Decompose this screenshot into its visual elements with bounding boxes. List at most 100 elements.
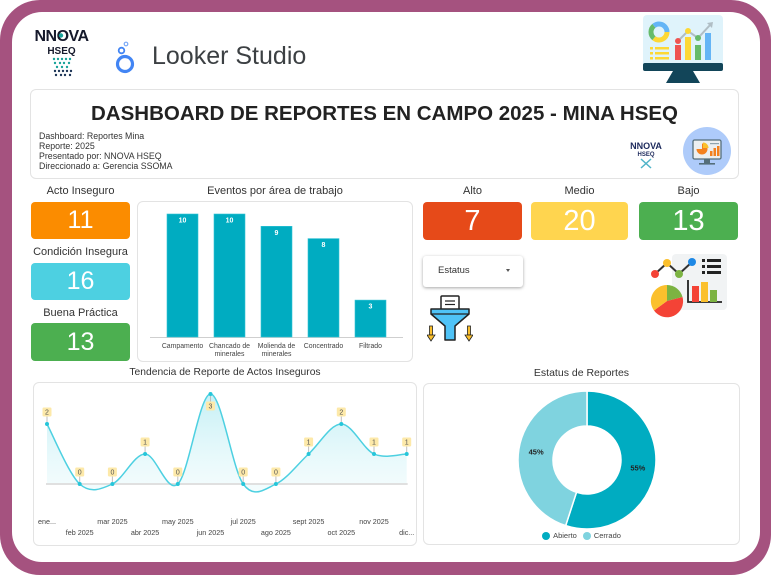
estatus-filter-dropdown[interactable]: Estatus — [423, 256, 523, 287]
data-label-box — [271, 467, 281, 477]
presentation-monitor-icon — [683, 127, 731, 175]
kpi-condicion-insegura[interactable]: 16 — [31, 263, 130, 300]
slice-percent-label: 45% — [529, 447, 544, 456]
circuit-dots-icon — [52, 57, 73, 77]
data-label-box — [336, 407, 346, 417]
data-point[interactable] — [110, 482, 115, 486]
info-report: Reporte: 2025 — [39, 141, 95, 151]
logo-text-bottom: HSEQ — [47, 46, 76, 57]
x-tick-label: jun 2025 — [196, 528, 225, 537]
x-tick-label: mar 2025 — [97, 517, 127, 526]
x-tick-label: may 2025 — [162, 517, 194, 526]
line-chart-title: Tendencia de Reporte de Actos Inseguros — [129, 367, 321, 378]
x-tick-label: Filtrado — [359, 343, 382, 350]
legend-label: Cerrado — [593, 531, 621, 540]
bar-value-label: 8 — [322, 242, 326, 249]
x-tick-label: sept 2025 — [293, 517, 325, 526]
data-label: 0 — [241, 470, 245, 477]
data-label: 2 — [339, 410, 343, 417]
kpi-buena-practica[interactable]: 13 — [31, 323, 130, 361]
data-label: 0 — [176, 470, 180, 477]
data-point[interactable] — [175, 482, 180, 486]
app-name: Looker Studio — [152, 42, 307, 70]
kpi-acto-inseguro[interactable]: 11 — [31, 202, 130, 239]
bar[interactable] — [213, 213, 246, 338]
bar-value-label: 10 — [179, 218, 187, 225]
bar[interactable] — [260, 225, 293, 338]
data-label: 1 — [405, 440, 409, 447]
legend-label: Abierto — [553, 531, 577, 540]
data-point[interactable] — [306, 452, 311, 456]
data-point[interactable] — [77, 482, 82, 486]
estatus-filter-label: Estatus — [438, 265, 470, 276]
x-tick-label: Chancado de minerales — [209, 343, 250, 358]
data-label-box — [140, 437, 150, 447]
line-area — [47, 394, 407, 492]
data-point[interactable] — [143, 452, 148, 456]
data-point[interactable] — [339, 422, 344, 426]
bar-chart-card: 10 10 9 8 3 Campamento Chancado de minerales M… — [137, 201, 413, 362]
data-label: 0 — [274, 470, 278, 477]
data-label: 1 — [307, 440, 311, 447]
x-tick-label: abr 2025 — [131, 528, 159, 537]
bar-value-label: 3 — [369, 304, 373, 311]
data-point[interactable] — [208, 392, 213, 396]
kpi-medio[interactable]: 20 — [531, 202, 628, 240]
bar-value-label: 10 — [226, 218, 234, 225]
kpi-label-bajo: Bajo — [677, 185, 700, 197]
x-tick-label: feb 2025 — [66, 528, 94, 537]
report-info: Dashboard: Reportes Mina Reporte: 2025 P… — [39, 131, 172, 171]
kpi-bajo[interactable]: 13 — [639, 202, 738, 240]
legend-swatch — [542, 531, 551, 540]
data-label: 0 — [78, 470, 82, 477]
analytics-charts-icon — [650, 254, 727, 318]
data-point[interactable] — [404, 452, 409, 456]
data-label: 1 — [372, 440, 376, 447]
bar-value-label: 9 — [275, 230, 279, 237]
data-point[interactable] — [45, 422, 49, 426]
data-label-box — [107, 467, 117, 477]
donut-chart-title: Estatus de Reportes — [533, 367, 630, 379]
data-label-box — [42, 407, 52, 417]
kpi-label-acto-inseguro: Acto Inseguro — [46, 185, 115, 197]
kpi-alto[interactable]: 7 — [423, 202, 522, 240]
data-label-box — [75, 467, 85, 477]
legend-item-cerrado[interactable]: Cerrado — [582, 531, 621, 540]
looker-studio-icon — [115, 41, 135, 74]
x-tick-label: jul 2025 — [230, 517, 256, 526]
donut-slice[interactable] — [564, 390, 657, 530]
data-point[interactable] — [372, 452, 376, 456]
donut-slice[interactable] — [517, 390, 588, 527]
x-tick-label: Concentrado — [303, 343, 344, 350]
data-label-box — [173, 467, 183, 477]
bar[interactable] — [354, 299, 387, 338]
x-tick-label: nov 2025 — [359, 517, 389, 526]
donut-legend: Abierto Cerrado — [424, 531, 739, 540]
x-tick-label: ago 2025 — [261, 528, 291, 537]
page-title: DASHBOARD DE REPORTES EN CAMPO 2025 - MI… — [91, 102, 678, 125]
data-label: 0 — [110, 470, 114, 477]
kpi-label-condicion-insegura: Condición Insegura — [33, 246, 128, 258]
data-label-box — [402, 437, 412, 447]
kpi-label-buena-practica: Buena Práctica — [43, 307, 118, 319]
info-addressed-to: Direccionado a: Gerencia SSOMA — [39, 161, 173, 171]
data-label-box — [369, 437, 379, 447]
x-tick-label: Campamento — [161, 343, 204, 350]
donut-chart: 55% 45% — [517, 390, 657, 530]
bar[interactable] — [166, 213, 199, 338]
bar[interactable] — [307, 238, 340, 338]
line-chart: 2 ene... 0 feb 2025 0 mar 2025 1 abr 2025 0 may 2… — [38, 392, 414, 537]
data-label: 1 — [143, 440, 147, 447]
header-card: DASHBOARD DE REPORTES EN CAMPO 2025 - MI… — [30, 89, 739, 179]
info-presented-by: Presentado por: NNOVA HSEQ — [39, 151, 162, 161]
data-point[interactable] — [273, 482, 278, 486]
legend-item-abierto[interactable]: Abierto — [542, 531, 577, 540]
bar-chart-title: Eventos por área de trabajo — [207, 185, 343, 197]
data-label: 2 — [45, 410, 49, 417]
gear-icon — [58, 33, 64, 38]
x-tick-label: oct 2025 — [328, 528, 356, 537]
data-point[interactable] — [241, 482, 246, 486]
data-label-box — [238, 467, 248, 477]
x-tick-label: Molienda de minerales — [257, 343, 296, 358]
donut-chart-card: 55% 45% Abierto Cerrado — [423, 383, 740, 545]
